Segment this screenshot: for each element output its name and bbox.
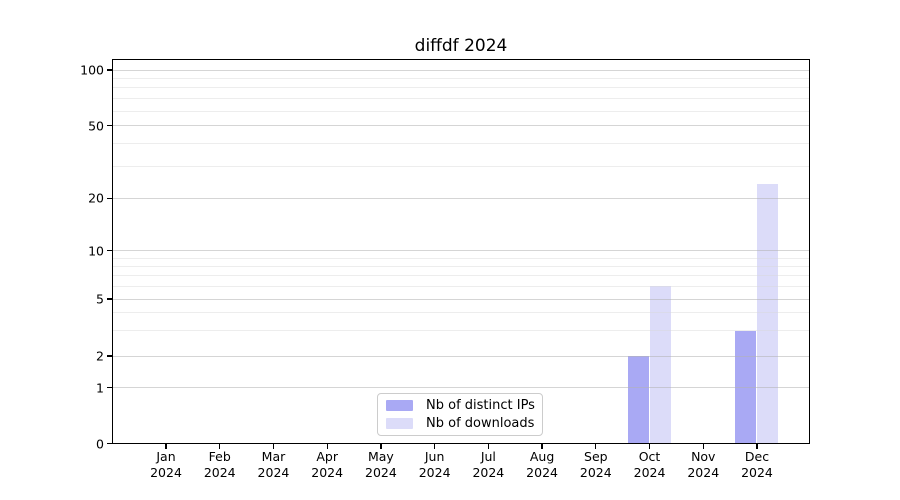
gridline-minor-4	[113, 312, 809, 314]
x-tickmark-apr	[326, 443, 328, 449]
chart-title: diffdf 2024	[414, 36, 508, 56]
x-tick-year-dec: 2024	[741, 465, 773, 480]
y-tickmark-20	[107, 197, 113, 199]
legend-swatch-distinct-ips	[386, 400, 413, 411]
gridline-minor-90	[113, 77, 809, 79]
gridline-major-5	[113, 298, 809, 300]
x-tick-label-sep: Sep 2024	[580, 449, 612, 481]
legend: Nb of distinct IPs Nb of downloads	[377, 393, 543, 436]
x-tick-year-mar: 2024	[257, 465, 290, 480]
y-tickmark-5	[107, 298, 113, 300]
gridline-minor-30	[113, 165, 809, 167]
legend-swatch-downloads	[386, 418, 413, 429]
bar-downloads-dec	[757, 183, 779, 444]
gridline-minor-3	[113, 330, 809, 332]
gridline-minor-80	[113, 87, 809, 89]
x-tick-year-apr: 2024	[311, 465, 344, 480]
x-tick-year-oct: 2024	[633, 465, 666, 480]
x-tick-month-jun: Jun	[424, 449, 445, 464]
x-tick-year-jun: 2024	[418, 465, 451, 480]
legend-label-downloads: Nb of downloads	[426, 416, 535, 431]
x-tickmark-feb	[219, 443, 221, 449]
bar-distinct-ips-oct	[628, 356, 650, 444]
x-tick-year-aug: 2024	[526, 465, 558, 480]
x-tick-label-aug: Aug 2024	[526, 449, 558, 481]
gridline-minor-60	[113, 110, 809, 112]
bar-distinct-ips-dec	[735, 330, 757, 444]
gridline-minor-7	[113, 275, 809, 277]
y-tickmark-50	[107, 125, 113, 127]
y-tickmark-100	[107, 69, 113, 71]
gridline-minor-9	[113, 257, 809, 259]
y-tick-label-50: 50	[88, 118, 104, 134]
x-tickmark-may	[380, 443, 382, 449]
legend-label-distinct-ips: Nb of distinct IPs	[426, 398, 535, 413]
x-tick-year-feb: 2024	[203, 465, 236, 480]
gridline-major-20	[113, 197, 809, 199]
y-tick-label-1: 1	[96, 380, 104, 396]
gridline-major-2	[113, 355, 809, 357]
x-tick-label-mar: Mar 2024	[258, 449, 290, 481]
x-tick-label-may: May 2024	[365, 449, 397, 481]
x-tick-month-may: May	[367, 449, 394, 464]
x-tickmark-aug	[541, 443, 543, 449]
x-tick-year-may: 2024	[365, 465, 397, 480]
y-tick-label-2: 2	[96, 348, 104, 364]
y-tickmark-2	[107, 355, 113, 357]
y-tick-label-100: 100	[80, 62, 104, 78]
gridline-major-1	[113, 387, 809, 389]
x-tickmark-sep	[595, 443, 597, 449]
plot-area-border	[112, 58, 810, 444]
gridline-minor-8	[113, 265, 809, 267]
gridline-minor-6	[113, 285, 809, 287]
x-tick-month-nov: Nov	[691, 449, 716, 464]
bar-downloads-oct	[650, 286, 672, 444]
x-tick-label-nov: Nov 2024	[687, 449, 719, 481]
x-tick-year-jul: 2024	[472, 465, 505, 480]
x-tickmark-oct	[648, 443, 651, 449]
x-tickmark-jun	[433, 443, 436, 449]
x-tick-year-sep: 2024	[579, 465, 612, 480]
x-tickmark-jul	[487, 443, 489, 449]
x-tick-label-jul: Jul 2024	[472, 449, 504, 481]
x-tick-month-sep: Sep	[584, 449, 608, 464]
x-tick-label-jan: Jan 2024	[150, 449, 182, 481]
x-tick-year-nov: 2024	[687, 465, 720, 480]
legend-item-downloads: Nb of downloads	[386, 416, 534, 431]
x-tick-month-oct: Oct	[638, 449, 661, 464]
x-tick-month-aug: Aug	[529, 449, 555, 464]
x-tick-label-dec: Dec 2024	[741, 449, 773, 481]
gridline-minor-40	[113, 142, 809, 144]
x-tick-month-apr: Apr	[316, 449, 338, 464]
x-tick-month-mar: Mar	[261, 449, 286, 464]
x-tickmark-jan	[165, 443, 167, 449]
y-tick-label-10: 10	[88, 243, 104, 259]
x-tickmark-nov	[702, 443, 704, 449]
y-tick-label-0: 0	[96, 436, 104, 451]
x-tick-year-jan: 2024	[150, 465, 182, 480]
gridline-major-100	[113, 69, 809, 71]
x-tick-month-jan: Jan	[156, 449, 176, 464]
x-tick-month-feb: Feb	[208, 449, 231, 464]
x-tickmark-dec	[756, 443, 758, 449]
x-tick-label-apr: Apr 2024	[311, 449, 343, 481]
gridline-major-50	[113, 125, 809, 127]
y-tickmark-1	[107, 387, 113, 389]
gridline-major-10	[113, 250, 809, 252]
x-tick-label-feb: Feb 2024	[204, 449, 236, 481]
x-tickmark-mar	[272, 443, 275, 449]
legend-item-distinct-ips: Nb of distinct IPs	[386, 398, 535, 413]
y-tickmark-10	[107, 250, 113, 252]
x-tick-label-jun: Jun 2024	[419, 449, 451, 481]
x-tick-month-dec: Dec	[744, 449, 770, 464]
x-tick-month-jul: Jul	[480, 449, 496, 464]
x-tick-label-oct: Oct 2024	[634, 449, 666, 481]
y-tick-label-5: 5	[96, 291, 104, 307]
y-tick-label-20: 20	[88, 190, 104, 206]
y-tickmark-0	[107, 442, 113, 445]
gridline-minor-70	[113, 98, 809, 100]
